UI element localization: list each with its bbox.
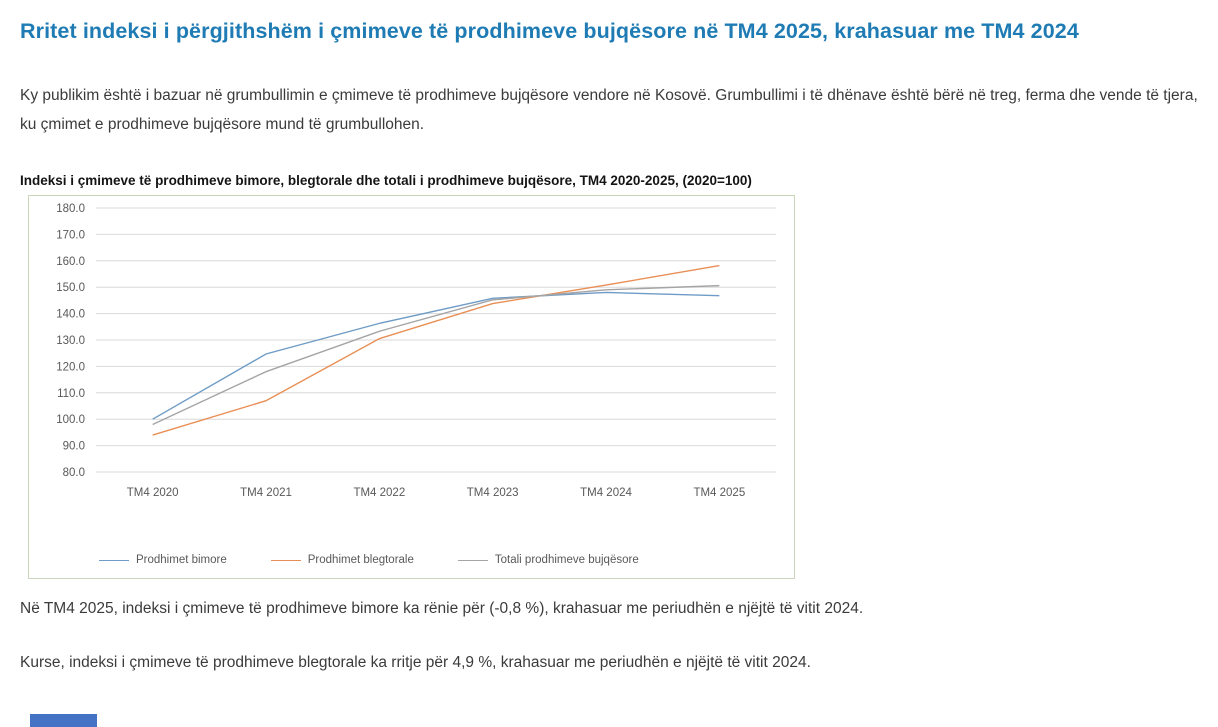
x-tick-label: TM4 2020 (127, 487, 179, 499)
y-tick-label: 150.0 (56, 283, 85, 295)
x-tick-label: TM4 2024 (580, 487, 632, 499)
legend-item-prodhimet-bimore: Prodhimet bimore (99, 554, 227, 566)
note-blegtorale: Kurse, indeksi i çmimeve të prodhimeve b… (20, 653, 811, 671)
series-line-prodhimet-blegtorale (152, 265, 720, 437)
x-tick-label: TM4 2022 (353, 487, 405, 499)
page-content: Rritet indeksi i përgjithshëm i çmimeve … (20, 19, 1198, 671)
y-tick-label: 80.0 (63, 467, 85, 479)
y-tick-label: 140.0 (56, 309, 85, 321)
series-line-prodhimet-bimore (152, 292, 720, 421)
truncated-blue-bar (30, 714, 97, 727)
intro-paragraph: Ky publikim është i bazuar në grumbullim… (20, 87, 1198, 133)
legend-label: Totali prodhimeve bujqësore (494, 554, 639, 567)
note-bimore: Në TM4 2025, indeksi i çmimeve të prodhi… (20, 600, 864, 618)
legend-label: Prodhimet blegtorale (307, 554, 414, 567)
line-chart: 80.0 90.0 100.0 110.0 120.0 130.0 140.0 150.0 16… (28, 195, 795, 580)
legend-swatch (457, 559, 488, 561)
y-tick-label: 90.0 (63, 441, 85, 453)
y-tick-label: 120.0 (56, 362, 85, 374)
x-tick-label: TM4 2023 (467, 487, 519, 499)
series-line-totali-prodhimeve-bujq-sore (152, 285, 720, 426)
legend-label: Prodhimet bimore (136, 554, 227, 567)
legend-item-prodhimet-blegtorale: Prodhimet blegtorale (270, 554, 414, 567)
y-tick-label: 180.0 (56, 203, 85, 215)
x-tick-label: TM4 2025 (693, 487, 745, 499)
y-tick-label: 170.0 (56, 230, 85, 242)
legend-swatch (270, 559, 301, 561)
legend-swatch (99, 559, 129, 561)
y-tick-label: 100.0 (56, 415, 85, 427)
chart-svg: 80.0 90.0 100.0 110.0 120.0 130.0 140.0 150.0 16… (56, 203, 776, 499)
page-title: Rritet indeksi i përgjithshëm i çmimeve … (20, 19, 1079, 43)
x-tick-label: TM4 2021 (240, 487, 292, 499)
legend-item-totali-prodhimeve-bujq-sore: Totali prodhimeve bujqësore (457, 554, 639, 567)
y-tick-label: 110.0 (57, 388, 85, 400)
chart-caption: Indeksi i çmimeve të prodhimeve bimore, … (20, 173, 752, 189)
y-tick-label: 130.0 (56, 335, 85, 347)
chart-legend: Prodhimet bimore Prodhimet blegtorale Tota… (99, 554, 639, 566)
y-tick-label: 160.0 (56, 256, 85, 268)
